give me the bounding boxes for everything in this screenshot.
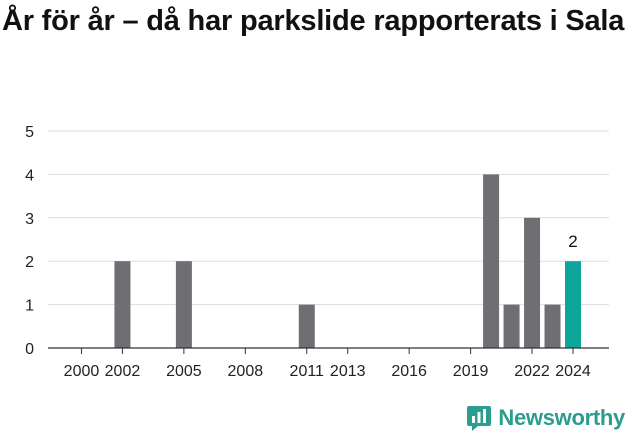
newsworthy-bar-chart-icon — [467, 406, 492, 431]
bar — [524, 217, 541, 348]
x-axis: 2000 2002 2005 2008 2011 2013 2016 2019 2022 2024 — [48, 347, 609, 380]
bar — [544, 304, 561, 348]
x-tick-label: 2013 — [330, 363, 366, 380]
y-tick-label: 5 — [25, 124, 34, 141]
y-tick-label: 3 — [25, 211, 34, 228]
x-tick-label: 2016 — [391, 363, 427, 380]
bars — [114, 174, 581, 348]
x-tick-label: 2022 — [514, 363, 550, 380]
x-tick-label: 2005 — [166, 363, 202, 380]
y-tick-label: 4 — [25, 167, 34, 184]
bar — [565, 261, 581, 348]
x-tick-label: 2002 — [105, 363, 141, 380]
bar — [298, 304, 315, 348]
x-tick-label: 2008 — [228, 363, 264, 380]
data-label: 2 — [568, 232, 577, 251]
y-tick-label: 2 — [25, 254, 34, 271]
y-axis-tick-labels: 0 1 2 3 4 5 — [25, 124, 34, 358]
data-labels: 2 — [568, 232, 577, 251]
newsworthy-brand[interactable]: Newsworthy — [466, 403, 625, 433]
bar — [503, 304, 520, 348]
bar — [175, 261, 192, 348]
brand-name: Newsworthy — [498, 405, 625, 430]
x-tick-label: 2000 — [64, 363, 100, 380]
x-tick-label: 2011 — [290, 363, 325, 380]
y-tick-label: 1 — [25, 298, 34, 315]
y-tick-label: 0 — [25, 341, 34, 358]
bar — [114, 261, 131, 348]
x-tick-label: 2019 — [453, 363, 489, 380]
x-tick-label: 2024 — [555, 363, 591, 380]
bar — [483, 174, 500, 348]
chart-title: År för år – då har parkslide rapporterat… — [2, 5, 625, 37]
